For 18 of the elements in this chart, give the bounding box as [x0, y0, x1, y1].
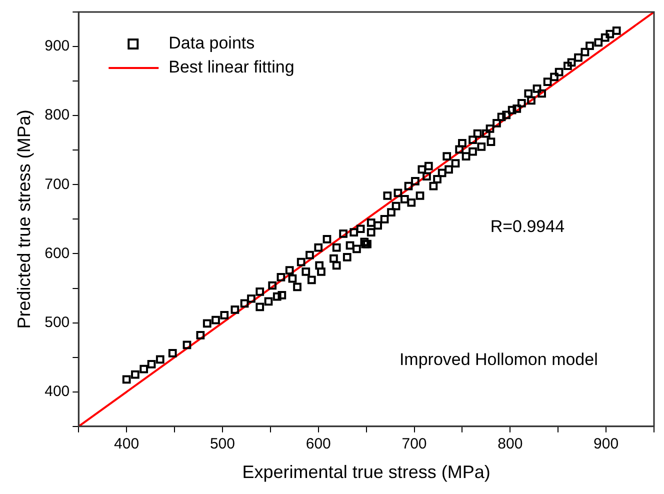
y-tick-label: 700 — [44, 176, 70, 193]
x-tick-label: 600 — [306, 436, 331, 453]
x-tick-label: 400 — [114, 436, 140, 453]
legend-label: Best linear fitting — [168, 58, 294, 77]
y-tick-label: 500 — [44, 314, 70, 331]
x-tick-label: 800 — [498, 436, 523, 453]
annotation: Improved Hollomon model — [399, 350, 598, 369]
y-axis-title: Predicted true stress (MPa) — [14, 110, 34, 329]
y-tick-label: 900 — [44, 38, 70, 55]
y-tick-label: 400 — [44, 383, 70, 400]
y-tick-label: 800 — [44, 106, 70, 124]
x-axis-title: Experimental true stress (MPa) — [242, 462, 490, 482]
x-tick-label: 500 — [210, 436, 235, 453]
x-tick-label: 700 — [402, 436, 427, 453]
x-tick-label: 900 — [594, 436, 619, 453]
legend-label: Data points — [168, 34, 255, 53]
annotation: R=0.9944 — [490, 217, 565, 236]
y-tick-label: 600 — [44, 244, 70, 262]
